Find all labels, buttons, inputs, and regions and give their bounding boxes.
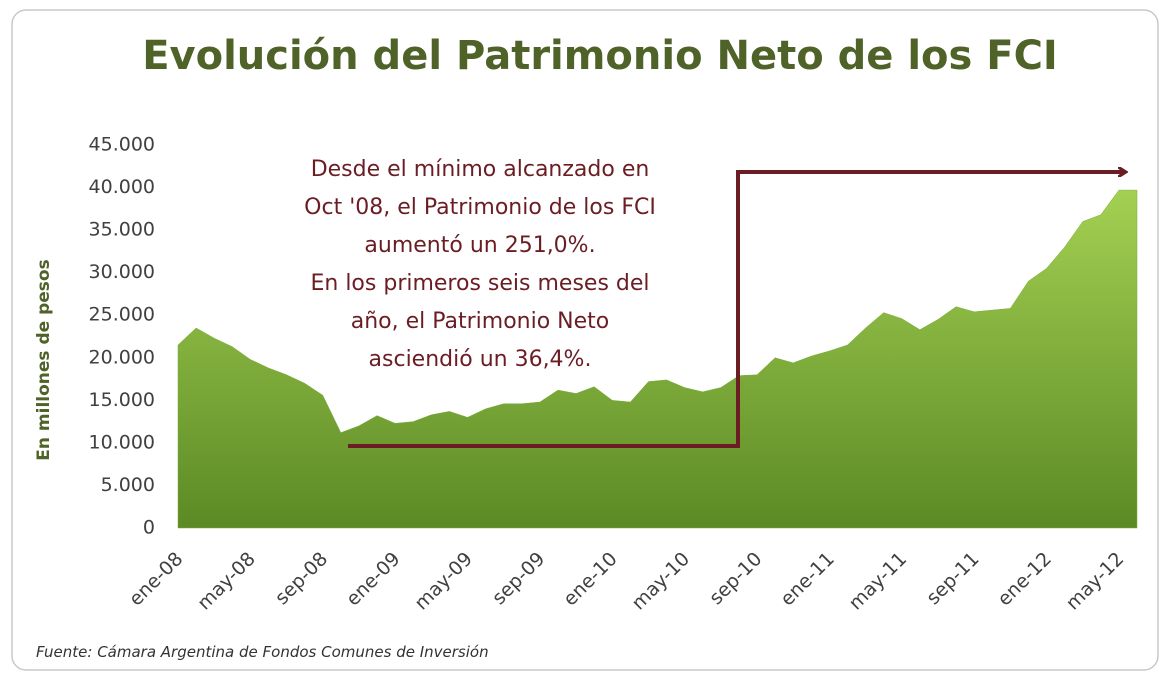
y-tick-label: 30.000 — [89, 261, 155, 283]
area — [177, 189, 1138, 529]
annotation-line: asciendió un 36,4%. — [369, 347, 592, 372]
chart-title: Evolución del Patrimonio Neto de los FCI — [142, 33, 1058, 79]
y-tick-label: 40.000 — [89, 176, 155, 198]
annotation-line: Oct '08, el Patrimonio de los FCI — [304, 195, 656, 220]
y-axis-label: En millones de pesos — [34, 259, 54, 460]
y-tick-label: 10.000 — [89, 431, 155, 453]
arrow — [348, 172, 1125, 448]
annotation-line: Desde el mínimo alcanzado en — [311, 157, 650, 182]
y-tick-label: 15.000 — [89, 389, 155, 411]
y-tick-label: 20.000 — [89, 346, 155, 368]
y-tick-label: 35.000 — [89, 219, 155, 241]
y-tick-label: 25.000 — [89, 304, 155, 326]
annotation-line: aumentó un 251,0%. — [364, 233, 595, 258]
y-tick-label: 45.000 — [89, 134, 155, 156]
annotation-line: En los primeros seis meses del — [310, 271, 649, 296]
annotation-line: año, el Patrimonio Neto — [351, 309, 610, 334]
source-note: Fuente: Cámara Argentina de Fondos Comun… — [36, 643, 489, 661]
annotation: Desde el mínimo alcanzado en Oct '08, el … — [304, 157, 656, 372]
y-tick-label: 0 — [143, 517, 155, 539]
y-tick-label: 5.000 — [101, 474, 155, 496]
